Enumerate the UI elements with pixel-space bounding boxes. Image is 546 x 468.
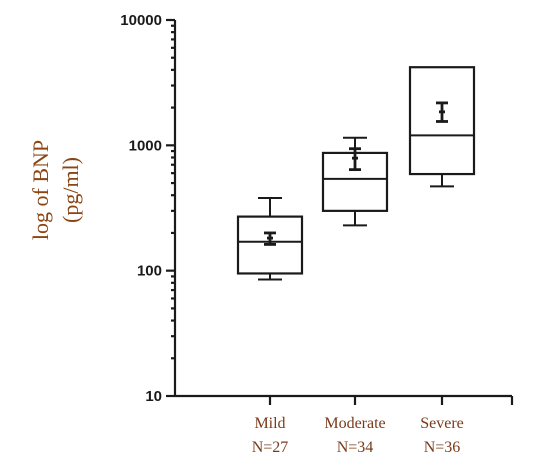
x-category-labels: Mild N=27 Moderate N=34 Severe N=36 — [252, 415, 464, 456]
category-count-label: N=27 — [252, 439, 289, 456]
category-label: Moderate — [324, 415, 385, 432]
box-mild — [236, 197, 304, 281]
category-count-label: N=34 — [337, 439, 374, 456]
y-tick-label: 1000 — [129, 137, 162, 154]
y-tick-label: 100 — [137, 263, 162, 280]
category-label: Mild — [254, 415, 285, 432]
y-axis-label: log of BNP (pg/ml) — [28, 140, 83, 240]
box-iqr — [408, 66, 476, 176]
box-iqr — [236, 215, 304, 275]
category-label: Severe — [420, 415, 464, 432]
boxes — [236, 66, 476, 281]
y-tick-label: 10000 — [120, 12, 162, 29]
y-axis-label-line-1: log of BNP — [28, 140, 53, 240]
box-severe — [408, 66, 476, 188]
y-axis-label-line-2: (pg/ml) — [58, 157, 83, 223]
axes — [173, 20, 514, 405]
y-ticks: 10 100 1000 10000 — [120, 12, 175, 405]
box-moderate — [321, 136, 389, 227]
y-tick-label: 10 — [145, 388, 162, 405]
category-count-label: N=36 — [424, 439, 461, 456]
